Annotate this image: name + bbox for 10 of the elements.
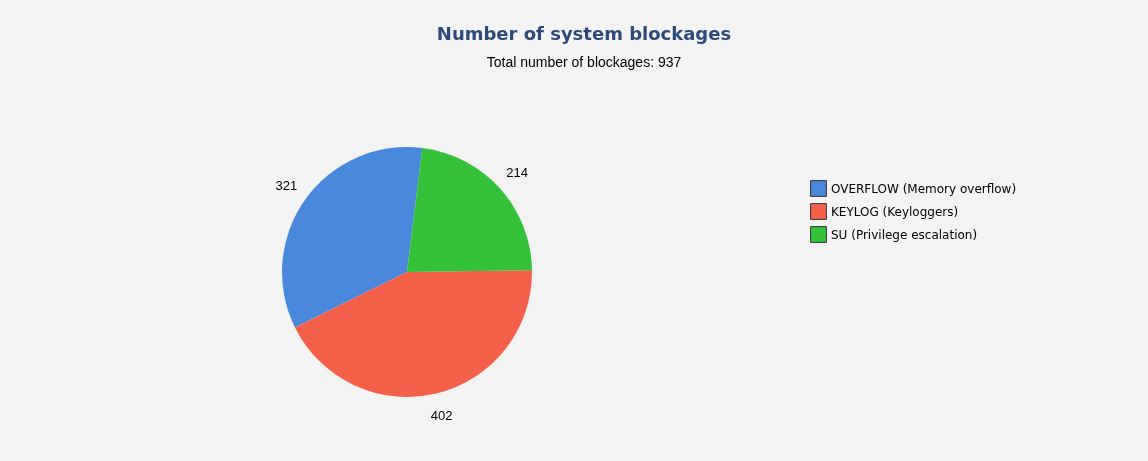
- chart-title: Number of system blockages: [436, 23, 732, 44]
- data-label: 214: [506, 165, 529, 181]
- pie-slice: [407, 147, 532, 272]
- legend-label: KEYLOG (Keyloggers): [831, 204, 959, 219]
- legend-label: SU (Privilege escalation): [831, 227, 978, 242]
- chart-subtitle: Total number of blockages: 937: [486, 54, 682, 70]
- pie-slice: [294, 270, 532, 397]
- legend-label: OVERFLOW (Memory overflow): [831, 181, 1017, 196]
- data-label: 321: [275, 178, 298, 194]
- data-label: 402: [430, 407, 453, 423]
